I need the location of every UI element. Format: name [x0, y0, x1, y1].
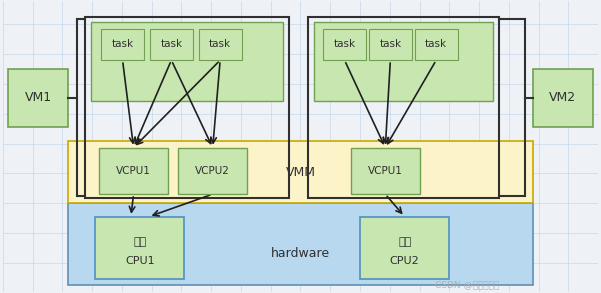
Bar — [351, 148, 419, 194]
Bar — [314, 22, 493, 101]
Bar — [199, 29, 242, 60]
Text: task: task — [160, 40, 183, 50]
Text: CSDN @小立爱学习: CSDN @小立爱学习 — [435, 280, 499, 289]
Text: VCPU2: VCPU2 — [195, 166, 230, 176]
Text: VMM: VMM — [285, 166, 316, 179]
Text: 物理: 物理 — [133, 237, 147, 247]
Bar — [150, 29, 193, 60]
Text: task: task — [334, 40, 356, 50]
Text: VM2: VM2 — [549, 91, 576, 104]
Text: task: task — [112, 40, 133, 50]
Bar — [323, 29, 366, 60]
Bar — [101, 29, 144, 60]
Text: VCPU1: VCPU1 — [368, 166, 403, 176]
Bar — [95, 217, 185, 279]
Text: VCPU1: VCPU1 — [116, 166, 151, 176]
Text: task: task — [425, 40, 447, 50]
Bar — [69, 141, 532, 203]
Text: 物理: 物理 — [398, 237, 411, 247]
Text: CPU2: CPU2 — [390, 256, 419, 266]
Bar — [415, 29, 457, 60]
Text: task: task — [379, 40, 401, 50]
Bar — [91, 22, 282, 101]
Bar — [99, 148, 168, 194]
Bar — [532, 69, 593, 127]
Text: CPU1: CPU1 — [125, 256, 154, 266]
Bar — [69, 203, 532, 285]
Text: hardware: hardware — [271, 247, 330, 260]
Bar — [85, 17, 288, 198]
Bar — [8, 69, 69, 127]
Bar — [360, 217, 450, 279]
Bar — [178, 148, 247, 194]
Text: VM1: VM1 — [25, 91, 52, 104]
Bar — [369, 29, 412, 60]
Bar — [308, 17, 499, 198]
Text: task: task — [209, 40, 231, 50]
